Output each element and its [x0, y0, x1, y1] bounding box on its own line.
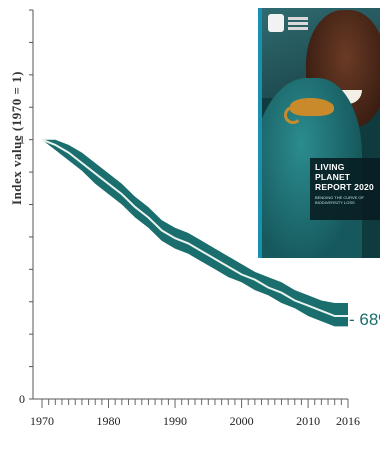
x-tick-label: 1980: [97, 414, 121, 428]
y-tick-label: 1: [19, 133, 25, 147]
x-tick-label: 1970: [30, 414, 54, 428]
x-tick-label: 2016: [336, 414, 360, 428]
x-axis: 1970 1980 1990 2000 2010 2016: [30, 398, 360, 428]
x-tick-label: 2010: [296, 414, 320, 428]
x-tick-label: 2000: [230, 414, 254, 428]
end-value-label: - 68%: [349, 310, 380, 329]
report-cover-image: LIVING PLANET REPORT 2020 BENDING THE CU…: [258, 8, 380, 258]
series-area: [41, 138, 348, 327]
cover-title-box: LIVING PLANET REPORT 2020 BENDING THE CU…: [310, 158, 380, 220]
y-axis: 01: [19, 9, 34, 406]
chameleon-icon: [290, 98, 334, 116]
y-axis-label: Index value (1970 = 1): [9, 71, 24, 205]
cover-subtitle: BENDING THE CURVE OF BIODIVERSITY LOSS: [315, 195, 364, 205]
cover-title: LIVING PLANET REPORT 2020: [315, 162, 374, 192]
confidence-band: [42, 139, 348, 327]
y-tick-label: 0: [19, 392, 25, 406]
partner-logo-icon: [288, 17, 308, 20]
index-line: [41, 138, 348, 317]
x-tick-label: 1990: [163, 414, 187, 428]
wwf-logo-icon: [268, 14, 284, 32]
